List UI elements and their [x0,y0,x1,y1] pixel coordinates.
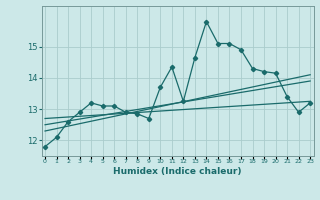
X-axis label: Humidex (Indice chaleur): Humidex (Indice chaleur) [113,167,242,176]
